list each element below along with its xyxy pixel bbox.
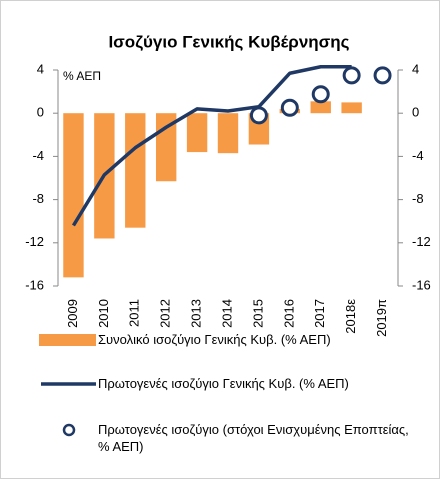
y-tick-label: -8 <box>32 191 44 206</box>
y2-tick-label: -8 <box>412 191 424 206</box>
point <box>249 106 268 125</box>
x-tick-label: 2019π <box>374 299 389 337</box>
legend-swatch <box>41 382 96 386</box>
legend-label: Πρωτογενές ισοζύγιο (στόχοι Ενισχυμένης … <box>98 422 409 454</box>
y2-tick-label: 0 <box>412 105 419 120</box>
point <box>311 85 330 104</box>
line <box>71 65 352 227</box>
y-tick-label: -16 <box>25 277 44 292</box>
x-tick-label: 2012 <box>158 299 173 328</box>
x-tick-label: 2011 <box>127 299 142 327</box>
y-tick-label: -4 <box>32 148 44 163</box>
point <box>342 66 361 85</box>
x-tick-label: 2009 <box>65 299 80 328</box>
legend-label: Συνολικό ισοζύγιο Γενικής Κυβ. (% ΑΕΠ) <box>98 332 331 347</box>
legend-swatch <box>62 423 76 437</box>
legend-bar <box>39 334 96 346</box>
point <box>373 66 392 85</box>
y2-tick-label: -4 <box>412 148 424 163</box>
annotation: % ΑΕΠ <box>63 69 101 83</box>
x-tick-label: 2010 <box>96 299 111 328</box>
bar <box>186 113 208 153</box>
bar <box>310 101 331 114</box>
y-tick-label: -12 <box>25 234 44 249</box>
y-tick-label: 4 <box>37 61 44 76</box>
point <box>280 98 299 117</box>
legend-point <box>62 423 76 437</box>
x-tick-label: 2015 <box>250 299 265 328</box>
legend-swatch <box>39 334 96 346</box>
bar <box>217 113 239 154</box>
x-tick-label: 2014 <box>219 299 234 328</box>
chart-title: Ισοζύγιο Γενικής Κυβέρνησης <box>108 32 349 51</box>
bar <box>125 113 146 228</box>
bar <box>341 102 362 114</box>
y2-tick-label: -16 <box>412 277 431 292</box>
y-tick-label: 0 <box>37 105 44 120</box>
y2-tick-label: -12 <box>412 234 431 249</box>
x-tick-label: 2018ε <box>343 299 358 334</box>
x-tick-label: 2016 <box>281 299 296 328</box>
x-tick-label: 2017 <box>312 299 327 328</box>
x-tick-label: 2013 <box>189 299 204 328</box>
y2-tick-label: 4 <box>412 61 419 76</box>
legend-label: Πρωτογενές ισοζύγιο Γενικής Κυβ. (% ΑΕΠ) <box>98 376 349 391</box>
bar <box>63 113 84 278</box>
